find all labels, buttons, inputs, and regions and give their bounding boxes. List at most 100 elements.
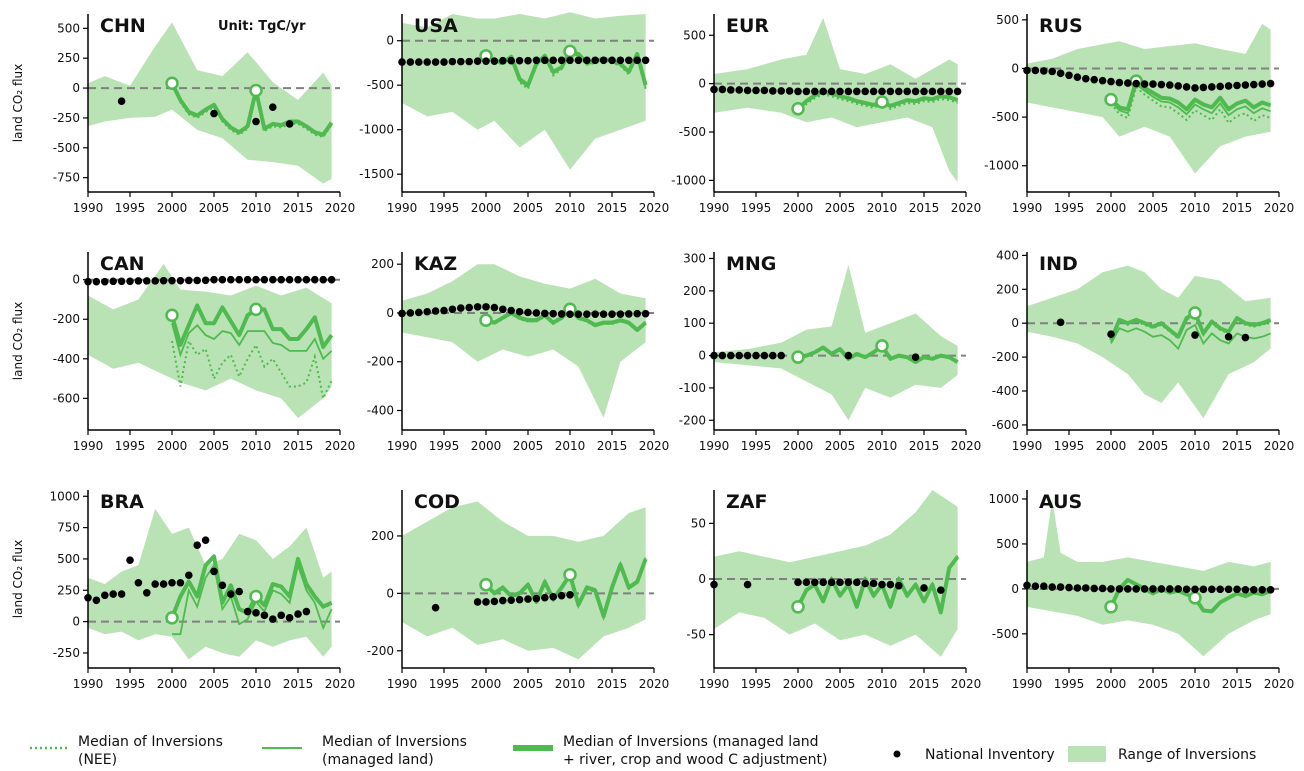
x-tick-label: 1995 [741,677,772,691]
y-tick-label: -400 [992,384,1019,398]
inventory-point [134,277,143,285]
legend-label: Median of Inversions [322,734,467,750]
x-tick-label: 2015 [909,439,940,453]
inventory-point [953,87,962,96]
panel-title: RUS [1039,15,1083,37]
open-marker [249,83,263,98]
inventory-point [752,351,760,360]
x-tick-label: 2005 [825,201,856,215]
inventory-point [549,593,557,601]
inventory-point [101,591,109,600]
inventory-point [1124,585,1132,593]
inventory-point [1191,585,1199,594]
inventory-point [1216,585,1224,594]
inventory-point [1065,71,1073,80]
median-adjusted-line [796,555,960,615]
inventory-point [126,556,134,564]
inventory-point [465,303,474,312]
inventory-point [176,578,185,587]
inventory-point [836,578,844,587]
inventory-point [415,308,423,317]
inventory-point [1090,584,1098,593]
legend-swatch [1068,746,1106,762]
y-tick-label: 250 [57,583,80,597]
inventory-point [269,615,277,623]
x-tick-label: 1990 [73,439,104,453]
inventory-point [269,275,277,284]
open-marker [875,95,889,109]
inventory-point [1082,584,1090,592]
inventory-point [1241,333,1250,342]
x-tick-label: 2005 [199,201,230,215]
inventory-point [431,58,440,66]
inventory-point [218,581,227,590]
legend-label: National Inventory [925,747,1055,763]
panel-chn: -750 -500 -250 0 250 500 1990 1995 2000 2005 2010 2… [11,14,355,215]
y-tick-label: 0 [386,586,394,600]
inventory-point [937,586,945,594]
x-tick-label: 1990 [1012,677,1043,691]
inventory-point [431,307,440,315]
inventory-point [252,609,260,617]
open-marker [165,611,179,625]
inventory-point [260,275,269,284]
inventory-point [1157,585,1166,593]
inventory-point [201,536,210,544]
x-tick-label: 1990 [1012,201,1043,215]
inventory-point [294,610,302,618]
x-tick-label: 2000 [157,677,188,691]
x-tick-label: 2005 [513,439,544,453]
open-marker [1188,591,1202,605]
y-tick-label: 0 [386,34,394,48]
x-tick-label: 1995 [741,201,772,215]
panel-title: ZAF [726,491,767,513]
inventory-point [252,117,260,126]
open-marker [563,567,577,582]
median-adjusted-line [170,554,333,619]
inventory-point [641,56,650,65]
x-tick-label: 2005 [825,439,856,453]
y-tick-label: 400 [996,248,1019,262]
x-tick-label: 1995 [115,677,146,691]
range-band [402,264,646,418]
legend: Median of Inversions(NEE)Median of Inver… [30,734,1256,768]
y-tick-label: 1000 [49,489,80,503]
x-tick-label: 2000 [471,439,502,453]
x-tick-label: 2020 [639,439,670,453]
x-tick-label: 2005 [513,201,544,215]
x-tick-label: 2000 [471,677,502,691]
inventory-point [769,351,777,360]
y-tick-label: 500 [57,21,80,35]
x-tick-label: 1995 [115,201,146,215]
inventory-point [92,277,101,286]
y-tick-label: -200 [367,355,394,369]
inventory-point [302,607,311,616]
inventory-point [532,309,541,317]
panel-title: EUR [726,15,769,37]
x-tick-label: 1990 [699,677,730,691]
open-marker [479,313,493,328]
inventory-point [1191,331,1199,339]
inventory-point [574,310,583,318]
open-marker [249,302,263,317]
inventory-point [285,120,294,128]
inventory-point [277,275,286,284]
median-adjusted-line [170,82,334,137]
inventory-point [277,611,286,620]
x-tick-label: 2005 [1138,439,1169,453]
y-axis-label: land CO₂ flux [11,64,25,142]
inventory-point [945,87,953,96]
x-tick-label: 2000 [783,201,814,215]
inventory-point [777,87,785,95]
x-tick-label: 2020 [639,201,670,215]
y-tick-label: -250 [53,111,80,125]
x-tick-label: 2005 [199,439,230,453]
y-tick-label: 250 [57,51,80,65]
x-tick-label: 2000 [783,439,814,453]
inventory-point [777,351,785,360]
y-tick-label: -1500 [359,167,394,181]
inventory-point [727,86,735,94]
x-tick-label: 2020 [951,439,982,453]
inventory-point [886,580,895,589]
x-tick-label: 1990 [699,439,730,453]
